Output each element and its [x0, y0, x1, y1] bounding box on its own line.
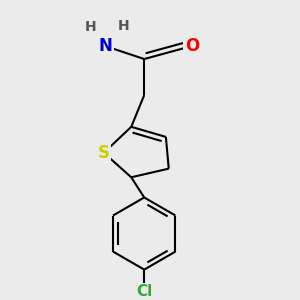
- Text: Cl: Cl: [136, 284, 152, 299]
- Text: N: N: [98, 37, 112, 55]
- Text: O: O: [185, 37, 199, 55]
- Text: S: S: [98, 144, 110, 162]
- Text: H: H: [85, 20, 97, 34]
- Text: H: H: [118, 19, 130, 33]
